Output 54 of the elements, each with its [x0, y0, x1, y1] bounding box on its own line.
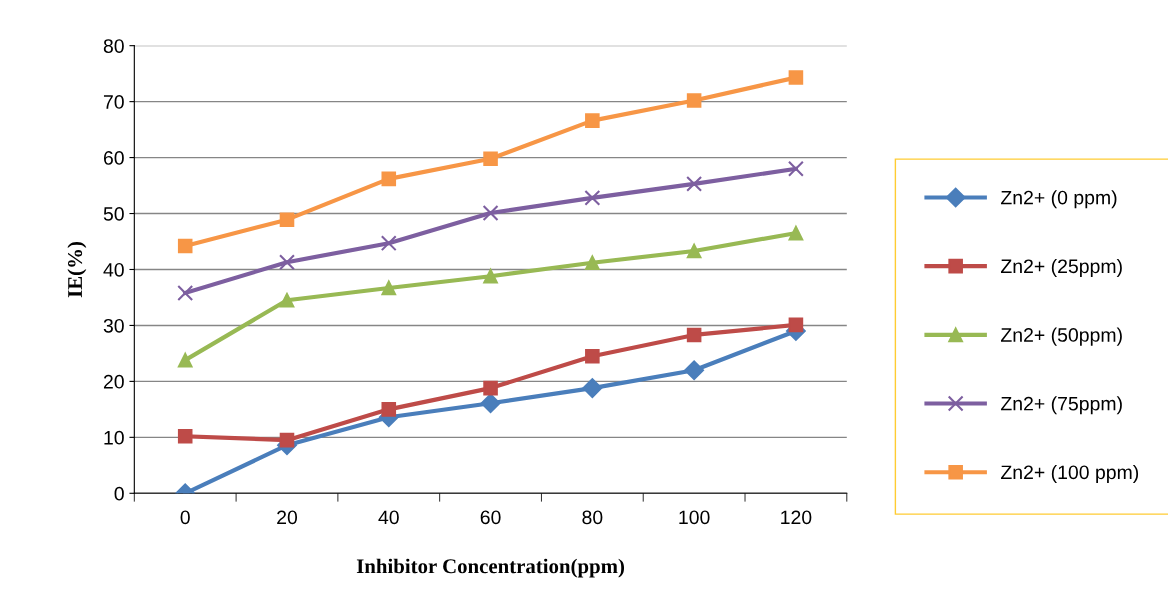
point: [177, 428, 193, 444]
point: [177, 238, 193, 254]
point: [279, 292, 295, 308]
y-tick-label: 30: [103, 318, 124, 333]
point: [584, 189, 601, 206]
point: [483, 380, 498, 396]
point: [279, 212, 295, 227]
x-tick-label: 0: [180, 510, 190, 525]
point: [686, 175, 703, 192]
y-tick-label: 80: [103, 39, 124, 53]
point: [482, 204, 499, 221]
point: [788, 225, 804, 241]
y-tick-label: 20: [103, 374, 124, 389]
legend-label: Zn2+ (25ppm): [1001, 258, 1122, 278]
point: [788, 317, 804, 333]
x-tick-label: 100: [679, 510, 710, 525]
point: [684, 360, 705, 381]
point: [585, 348, 600, 364]
point: [381, 402, 397, 417]
point: [788, 70, 804, 85]
legend-label: Zn2+ (100 ppm): [1001, 464, 1139, 484]
point: [483, 151, 498, 166]
point: [177, 285, 194, 301]
point: [177, 352, 193, 368]
point: [380, 235, 397, 252]
y-tick-label: 70: [103, 95, 124, 109]
y-tick-label: 40: [103, 262, 124, 277]
point: [381, 171, 397, 187]
point: [279, 254, 295, 271]
point: [686, 243, 702, 259]
legend-label: Zn2+ (75ppm): [1001, 396, 1122, 415]
point: [686, 93, 702, 108]
y-tick-label: 50: [103, 207, 124, 221]
point: [483, 268, 498, 284]
point: [279, 432, 295, 448]
point: [585, 255, 600, 271]
y-tick-label: 60: [103, 151, 124, 165]
x-axis-title: Inhibitor Concentration(ppm): [356, 558, 625, 578]
point: [480, 393, 501, 414]
x-tick-label: 80: [582, 510, 603, 525]
y-tick-label: 10: [104, 430, 124, 445]
point: [381, 280, 397, 296]
y-axis-title: IE(%): [67, 242, 87, 298]
legend-label: Zn2+ (50ppm): [1001, 327, 1122, 346]
x-tick-label: 20: [277, 510, 298, 525]
x-tick-label: 120: [781, 510, 812, 525]
point: [582, 378, 603, 398]
x-tick-label: 40: [378, 510, 399, 525]
point: [686, 327, 702, 343]
y-tick-label: 0: [114, 486, 124, 501]
x-tick-label: 60: [480, 510, 501, 525]
legend-label: Zn2+ (0 ppm): [1001, 190, 1117, 209]
point: [585, 113, 600, 128]
point: [787, 160, 804, 177]
